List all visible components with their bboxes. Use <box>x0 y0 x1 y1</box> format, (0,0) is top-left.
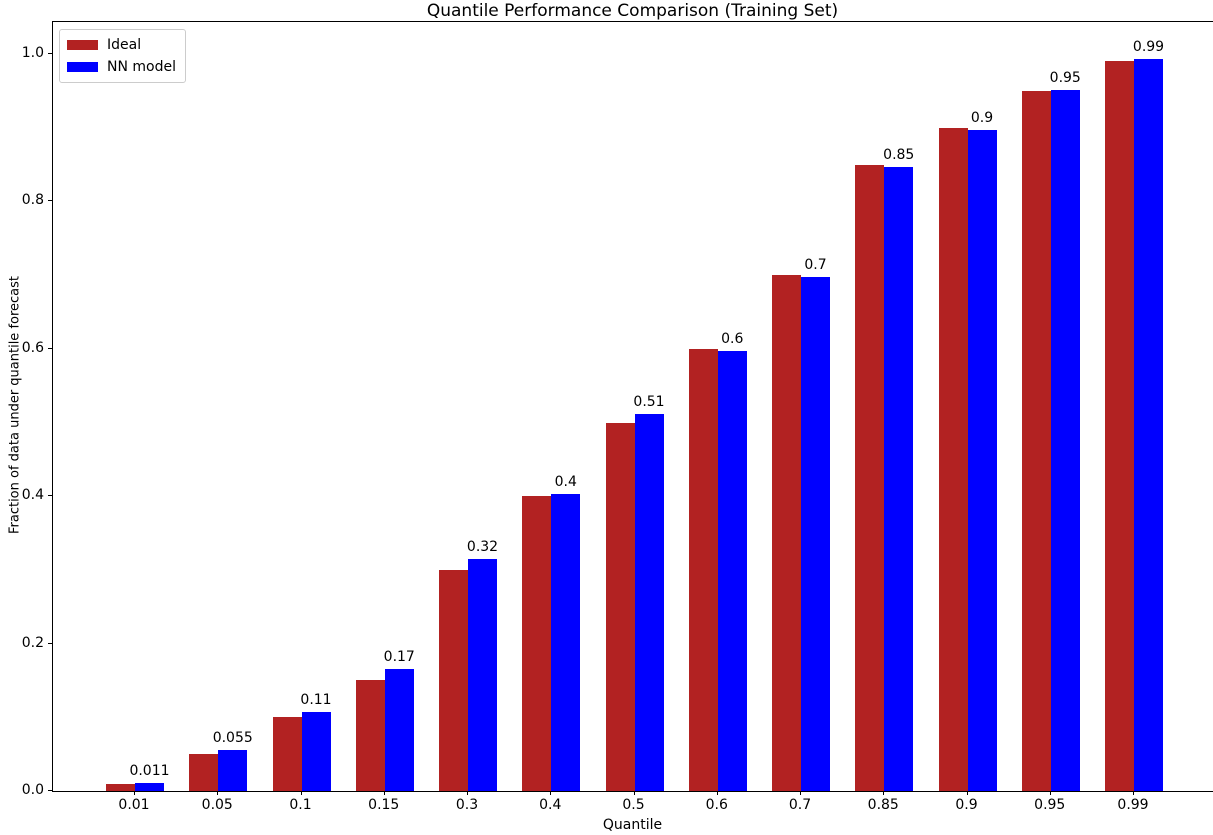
x-tick-label-0.85: 0.85 <box>867 797 899 813</box>
legend-label-nn-model: NN model <box>107 59 176 75</box>
bar-nn-model-0.6 <box>717 351 747 791</box>
bar-value-label-0.1: 0.11 <box>300 692 332 709</box>
y-tick-label-0.4: 0.4 <box>21 487 44 504</box>
bar-ideal-0.01 <box>106 783 135 791</box>
legend-swatch-nn-model <box>67 62 98 72</box>
y-tick-label-0.0: 0.0 <box>21 782 44 798</box>
bar-nn-model-0.4 <box>551 494 581 791</box>
bar-nn-model-0.15 <box>384 669 414 791</box>
bar-ideal-0.4 <box>522 496 552 791</box>
y-tick-0.0 <box>48 790 52 791</box>
bar-nn-model-0.3 <box>468 558 497 791</box>
bar-value-label-0.99: 0.99 <box>1132 39 1165 56</box>
legend-item-nn-model: NN model <box>67 59 176 75</box>
legend-swatch-ideal <box>67 40 98 50</box>
x-tick-label-0.15: 0.15 <box>368 797 400 813</box>
x-tick-label-0.5: 0.5 <box>622 797 645 813</box>
legend: Ideal NN model <box>59 29 186 83</box>
bar-value-label-0.4: 0.4 <box>554 474 577 490</box>
bar-ideal-0.5 <box>605 422 635 791</box>
y-tick-1.0 <box>48 53 52 54</box>
plot-area: 0.011 0.055 0.11 0.17 0.32 0.4 0.51 0.6 0.7 0.85 0… <box>52 21 1213 792</box>
legend-label-ideal: Ideal <box>107 37 142 53</box>
x-tick-0.4 <box>550 791 552 795</box>
x-tick-0.15 <box>383 791 385 795</box>
bar-ideal-0.85 <box>855 164 885 791</box>
x-tick-label-0.4: 0.4 <box>539 797 562 813</box>
bar-ideal-0.1 <box>272 717 302 791</box>
y-tick-label-0.8: 0.8 <box>21 192 44 209</box>
legend-item-ideal: Ideal <box>67 37 176 53</box>
bar-value-label-0.85: 0.85 <box>883 146 915 163</box>
bar-nn-model-0.9 <box>967 129 997 791</box>
bar-ideal-0.99 <box>1105 61 1134 791</box>
x-tick-0.6 <box>716 791 718 795</box>
bar-value-label-0.5: 0.51 <box>633 393 665 410</box>
x-tick-label-0.6: 0.6 <box>705 797 728 813</box>
bar-ideal-0.6 <box>688 348 718 791</box>
bar-ideal-0.7 <box>772 275 801 791</box>
bar-ideal-0.3 <box>439 569 468 791</box>
x-tick-0.1 <box>300 791 302 795</box>
bar-nn-model-0.7 <box>801 276 830 791</box>
bar-value-label-0.7: 0.7 <box>804 256 827 273</box>
x-axis-label: Quantile <box>602 817 663 833</box>
x-tick-label-0.3: 0.3 <box>455 797 479 813</box>
bar-nn-model-0.95 <box>1050 90 1080 791</box>
y-tick-label-0.6: 0.6 <box>21 339 44 356</box>
x-tick-0.99 <box>1133 791 1134 795</box>
x-tick-0.9 <box>966 791 968 795</box>
bar-nn-model-0.05 <box>218 750 248 791</box>
x-tick-label-0.1: 0.1 <box>289 797 312 813</box>
bar-ideal-0.05 <box>189 754 219 791</box>
bar-value-label-0.6: 0.6 <box>721 331 744 348</box>
x-tick-0.85 <box>883 791 885 795</box>
x-tick-label-0.9: 0.9 <box>955 797 978 813</box>
bar-nn-model-0.99 <box>1134 59 1163 791</box>
bar-nn-model-0.01 <box>135 782 164 791</box>
y-tick-0.6 <box>48 347 52 349</box>
bar-value-label-0.05: 0.055 <box>212 730 253 747</box>
bar-value-label-0.9: 0.9 <box>970 109 994 126</box>
x-tick-label-0.95: 0.95 <box>1034 797 1066 813</box>
chart-title: Quantile Performance Comparison (Trainin… <box>426 1 839 21</box>
y-tick-0.4 <box>48 495 52 497</box>
x-tick-0.05 <box>217 791 219 795</box>
x-tick-label-0.05: 0.05 <box>201 797 233 813</box>
y-tick-label-0.2: 0.2 <box>21 634 44 651</box>
x-tick-0.3 <box>467 791 468 795</box>
bar-ideal-0.95 <box>1021 90 1051 791</box>
bar-ideal-0.15 <box>355 680 385 791</box>
x-tick-label-0.99: 0.99 <box>1117 797 1149 813</box>
x-tick-label-0.7: 0.7 <box>788 797 812 813</box>
x-tick-label-0.01: 0.01 <box>118 797 150 813</box>
bar-ideal-0.9 <box>938 127 968 791</box>
y-tick-0.2 <box>48 642 52 644</box>
x-tick-0.01 <box>134 791 135 795</box>
bar-nn-model-0.1 <box>301 712 331 791</box>
x-tick-0.95 <box>1049 791 1051 795</box>
bar-value-label-0.01: 0.011 <box>129 762 170 779</box>
y-tick-0.8 <box>48 200 52 202</box>
y-tick-label-1.0: 1.0 <box>21 45 44 61</box>
bar-value-label-0.95: 0.95 <box>1049 70 1081 87</box>
y-axis-label: Fraction of data under quantile forecast <box>7 275 23 535</box>
bar-nn-model-0.5 <box>634 413 664 791</box>
bar-value-label-0.15: 0.17 <box>383 649 415 666</box>
bar-nn-model-0.85 <box>884 166 914 791</box>
x-tick-0.5 <box>633 791 635 795</box>
x-tick-0.7 <box>800 791 801 795</box>
bar-value-label-0.3: 0.32 <box>466 538 499 555</box>
